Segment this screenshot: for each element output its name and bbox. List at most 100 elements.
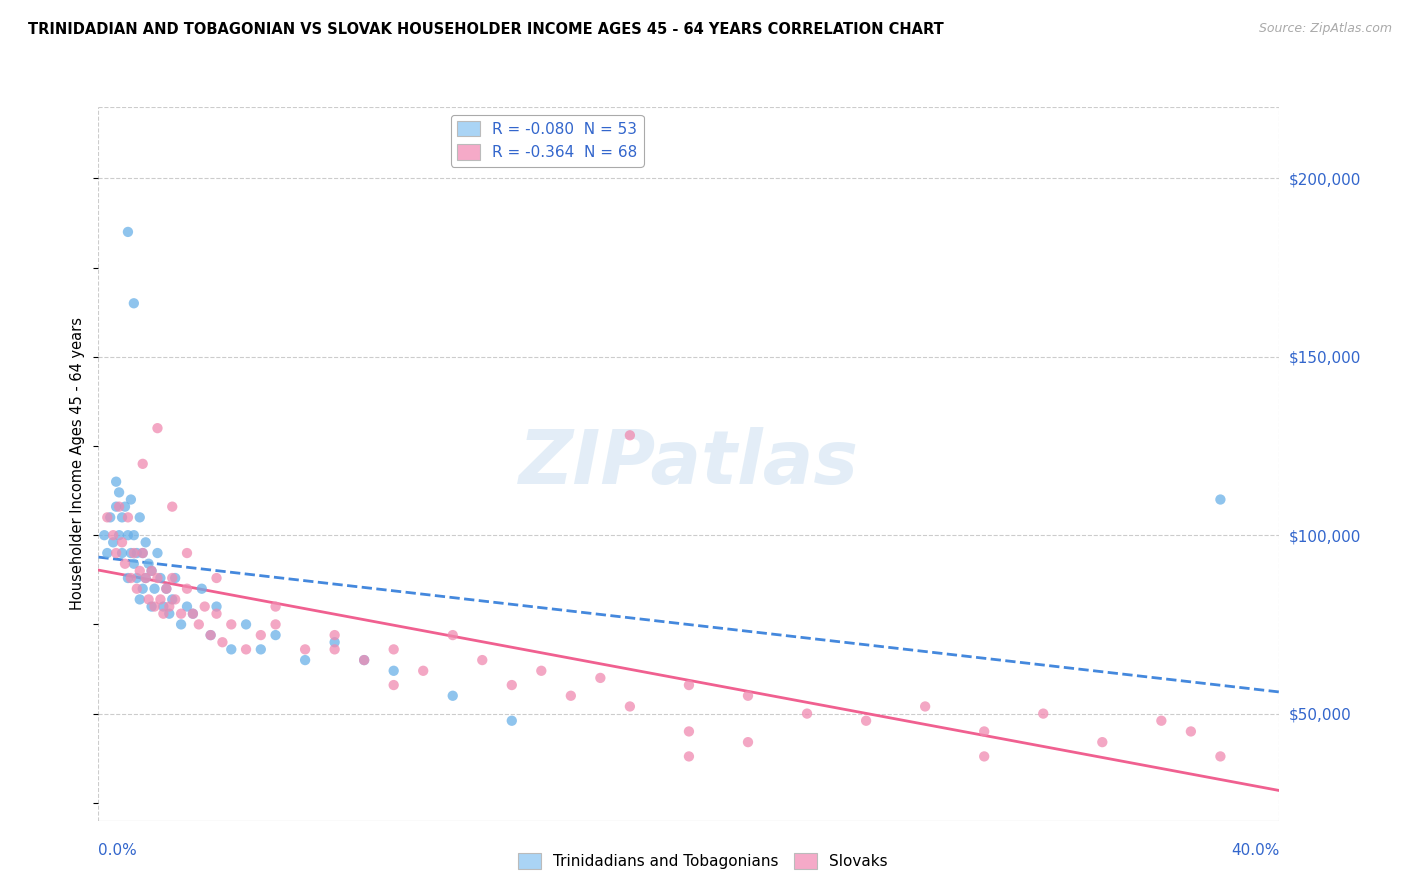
Point xyxy=(170,607,193,621)
Point xyxy=(181,607,204,621)
Point xyxy=(143,599,166,614)
Point xyxy=(138,557,160,571)
Point xyxy=(157,599,180,614)
Text: 0.0%: 0.0% xyxy=(98,843,138,858)
Point xyxy=(187,617,209,632)
Point xyxy=(264,628,287,642)
Point xyxy=(353,653,375,667)
Point xyxy=(132,546,155,560)
Point xyxy=(678,724,700,739)
Point xyxy=(114,500,136,514)
Point xyxy=(737,689,759,703)
Point xyxy=(219,642,242,657)
Point xyxy=(973,749,995,764)
Point xyxy=(120,492,142,507)
Point xyxy=(111,535,134,549)
Point xyxy=(441,628,464,642)
Point xyxy=(250,628,273,642)
Point xyxy=(323,628,346,642)
Point xyxy=(412,664,434,678)
Point xyxy=(122,296,145,310)
Point xyxy=(128,592,150,607)
Point xyxy=(796,706,818,721)
Point xyxy=(323,635,346,649)
Point xyxy=(1091,735,1114,749)
Point xyxy=(264,617,287,632)
Point xyxy=(138,592,160,607)
Point xyxy=(114,557,136,571)
Point xyxy=(146,571,169,585)
Point xyxy=(1209,749,1232,764)
Point xyxy=(619,428,641,442)
Point xyxy=(135,571,157,585)
Point xyxy=(135,535,157,549)
Point xyxy=(135,571,157,585)
Point xyxy=(250,642,273,657)
Point xyxy=(120,546,142,560)
Legend: R = -0.080  N = 53, R = -0.364  N = 68: R = -0.080 N = 53, R = -0.364 N = 68 xyxy=(451,115,644,167)
Point xyxy=(181,607,204,621)
Point xyxy=(105,475,128,489)
Point xyxy=(235,617,257,632)
Point xyxy=(973,724,995,739)
Point xyxy=(294,642,316,657)
Point xyxy=(200,628,222,642)
Point xyxy=(205,599,228,614)
Point xyxy=(264,599,287,614)
Point xyxy=(382,664,405,678)
Point xyxy=(128,564,150,578)
Point xyxy=(117,225,139,239)
Point xyxy=(155,582,177,596)
Point xyxy=(194,599,217,614)
Point xyxy=(117,510,139,524)
Point xyxy=(170,617,193,632)
Point xyxy=(96,546,118,560)
Point xyxy=(530,664,553,678)
Point xyxy=(132,582,155,596)
Point xyxy=(176,599,198,614)
Point xyxy=(176,582,198,596)
Point xyxy=(125,546,148,560)
Text: TRINIDADIAN AND TOBAGONIAN VS SLOVAK HOUSEHOLDER INCOME AGES 45 - 64 YEARS CORRE: TRINIDADIAN AND TOBAGONIAN VS SLOVAK HOU… xyxy=(28,22,943,37)
Point xyxy=(141,564,163,578)
Text: 40.0%: 40.0% xyxy=(1232,843,1279,858)
Point xyxy=(1209,492,1232,507)
Point xyxy=(122,528,145,542)
Point xyxy=(219,617,242,632)
Point xyxy=(162,571,183,585)
Point xyxy=(211,635,233,649)
Point xyxy=(93,528,115,542)
Point xyxy=(146,421,169,435)
Point xyxy=(105,500,128,514)
Point xyxy=(165,592,187,607)
Point xyxy=(294,653,316,667)
Point xyxy=(855,714,877,728)
Point xyxy=(149,571,172,585)
Point xyxy=(120,571,142,585)
Point xyxy=(103,535,125,549)
Point xyxy=(132,457,155,471)
Point xyxy=(914,699,936,714)
Point xyxy=(108,528,131,542)
Point xyxy=(103,528,125,542)
Point xyxy=(589,671,612,685)
Point xyxy=(323,642,346,657)
Point xyxy=(143,582,166,596)
Point xyxy=(149,592,172,607)
Point xyxy=(105,546,128,560)
Point xyxy=(678,749,700,764)
Point xyxy=(157,607,180,621)
Point xyxy=(125,571,148,585)
Point xyxy=(471,653,494,667)
Point xyxy=(117,528,139,542)
Point xyxy=(155,582,177,596)
Text: ZIPatlas: ZIPatlas xyxy=(519,427,859,500)
Point xyxy=(191,582,214,596)
Point xyxy=(353,653,375,667)
Point xyxy=(441,689,464,703)
Point xyxy=(1150,714,1173,728)
Point xyxy=(96,510,118,524)
Point xyxy=(501,678,523,692)
Point xyxy=(162,500,183,514)
Point xyxy=(382,642,405,657)
